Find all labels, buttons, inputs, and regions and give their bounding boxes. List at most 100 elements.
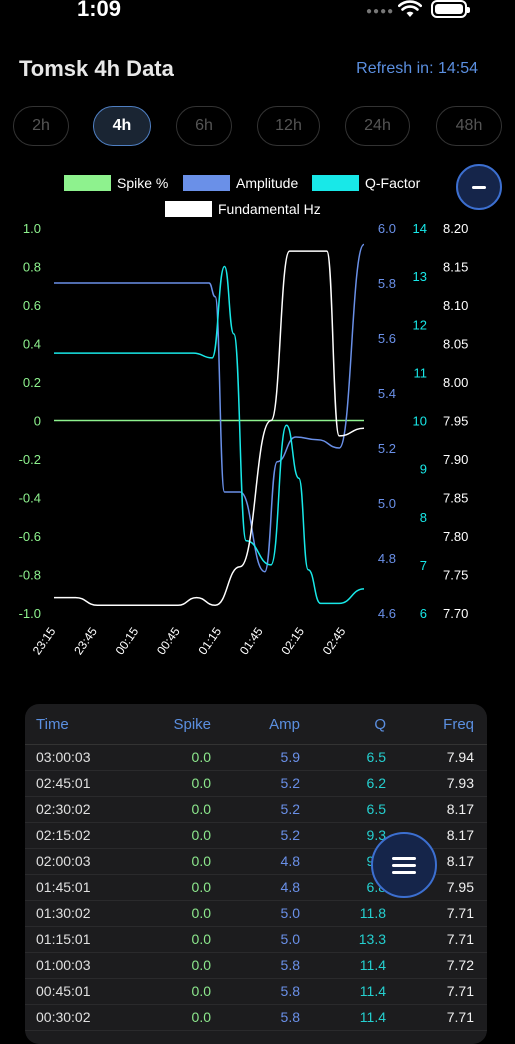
tick-frequency: 7.85 [443, 491, 468, 506]
table-row: 01:00:03 0.0 5.8 11.4 7.72 [25, 952, 487, 979]
table-row: 00:30:02 0.0 5.8 11.4 7.71 [25, 1004, 487, 1031]
table-row: 02:45:01 0.0 5.2 6.2 7.93 [25, 770, 487, 797]
legend: Spike % Amplitude Q-Factor Fundamental H… [64, 175, 421, 217]
cell-freq: 8.17 [446, 853, 474, 869]
x-tick: 00:45 [154, 624, 183, 657]
series-line-qfactor [53, 265, 365, 605]
cell-spike: 0.0 [191, 775, 211, 791]
cell-time: 01:00:03 [36, 957, 91, 973]
tab-6h[interactable]: 6h [176, 106, 232, 146]
menu-button[interactable] [371, 832, 437, 898]
legend-swatch-qfactor [312, 175, 359, 191]
table-row: 01:30:02 0.0 5.0 11.8 7.71 [25, 900, 487, 927]
cell-amp: 5.2 [280, 775, 300, 791]
tick-amplitude: 4.6 [378, 606, 396, 621]
cell-time: 01:45:01 [36, 879, 91, 895]
axis-amplitude: 6.0 5.8 5.6 5.4 5.2 5.0 4.8 4.6 [378, 221, 396, 621]
table-row: 02:15:02 0.0 5.2 9.3 8.17 [25, 822, 487, 849]
tick-amplitude: 5.4 [378, 386, 396, 401]
page-title: Tomsk 4h Data [19, 56, 174, 81]
battery-icon [431, 0, 470, 18]
cell-amp: 5.2 [280, 827, 300, 843]
tick-frequency: 7.90 [443, 452, 468, 467]
legend-swatch-spike [64, 175, 111, 191]
tick-spike: 1.0 [23, 221, 41, 236]
table-row: 01:45:01 0.0 4.8 6.8 7.95 [25, 874, 487, 901]
x-tick: 01:45 [237, 624, 266, 657]
tick-spike: -1.0 [19, 606, 41, 621]
cell-time: 00:30:02 [36, 1009, 91, 1025]
status-bar: 1:09 ●●●● [0, 0, 515, 24]
tick-spike: -0.8 [19, 568, 41, 583]
cell-q: 6.5 [366, 801, 386, 817]
wifi-icon [398, 0, 422, 17]
cell-time: 02:00:03 [36, 853, 91, 869]
cell-q: 11.4 [359, 1009, 386, 1025]
tick-qfactor: 7 [420, 558, 427, 573]
table-row: 00:45:01 0.0 5.8 11.4 7.71 [25, 978, 487, 1005]
table-row: 03:00:03 0.0 5.9 6.5 7.94 [25, 744, 487, 771]
tick-frequency: 8.20 [443, 221, 468, 236]
tab-24h[interactable]: 24h [345, 106, 410, 146]
cell-freq: 7.95 [446, 879, 474, 895]
cell-freq: 7.93 [446, 775, 474, 791]
tick-qfactor: 11 [414, 365, 428, 380]
table-row: 02:00:030.04.89.98.17 [25, 848, 487, 875]
cell-time: 03:00:03 [36, 749, 91, 765]
data-table: Time Spike Amp Q Freq 03:00:03 0.0 5.9 6.5 7… [25, 704, 487, 1044]
tab-48h[interactable]: 48h [436, 106, 502, 146]
cell-freq: 7.71 [446, 983, 474, 999]
cell-spike: 0.0 [191, 983, 211, 999]
tick-frequency: 7.95 [443, 414, 468, 429]
tick-spike: 0.4 [23, 337, 41, 352]
tick-amplitude: 4.8 [378, 551, 396, 566]
tab-2h[interactable]: 2h [13, 106, 69, 146]
collapse-chart-button[interactable] [456, 164, 502, 210]
legend-label-amplitude: Amplitude [236, 175, 298, 191]
cell-q: 13.3 [358, 931, 386, 947]
series-group [53, 243, 365, 607]
tick-spike: -0.4 [19, 491, 41, 506]
header-freq: Freq [443, 716, 474, 733]
cell-spike: 0.0 [191, 827, 211, 843]
cell-freq: 7.71 [446, 931, 474, 947]
tick-amplitude: 5.8 [378, 276, 396, 291]
tick-frequency: 8.05 [443, 337, 468, 352]
signal-icon: ●●●● [366, 6, 395, 17]
tick-spike: 0 [34, 414, 41, 429]
legend-swatch-frequency [165, 201, 212, 217]
menu-icon [392, 856, 416, 860]
tick-spike: -0.6 [19, 529, 41, 544]
axis-spike: 1.0 0.8 0.6 0.4 0.2 0 -0.2 -0.4 -0.6 -0.8 -1.0 [19, 221, 41, 621]
cell-spike: 0.0 [191, 931, 211, 947]
refresh-countdown: Refresh in: 14:54 [356, 60, 478, 77]
status-time: 1:09 [77, 0, 122, 21]
tick-qfactor: 14 [413, 221, 427, 236]
cell-freq: 7.71 [446, 1009, 474, 1025]
axis-frequency: 8.20 8.15 8.10 8.05 8.00 7.95 7.90 7.85 7.80 7.75… [443, 221, 468, 621]
cell-amp: 5.0 [280, 905, 300, 921]
cell-q: 11.4 [359, 957, 386, 973]
cell-spike: 0.0 [191, 1009, 211, 1025]
cell-amp: 4.8 [280, 879, 300, 895]
tick-qfactor: 6 [420, 606, 427, 621]
cell-q: 11.8 [359, 905, 386, 921]
tick-frequency: 8.10 [443, 298, 468, 313]
cell-spike: 0.0 [191, 801, 211, 817]
x-tick: 23:45 [71, 624, 100, 657]
legend-label-spike: Spike % [117, 175, 168, 191]
series-line-frequency [54, 250, 365, 607]
header-amp: Amp [269, 716, 300, 733]
tick-spike: 0.6 [23, 298, 41, 313]
header: Tomsk 4h Data Refresh in: 14:54 [0, 52, 515, 88]
cell-amp: 5.8 [280, 1009, 300, 1025]
tick-qfactor: 9 [420, 462, 427, 477]
tick-amplitude: 5.6 [378, 331, 396, 346]
tab-4h[interactable]: 4h [93, 106, 151, 146]
tick-qfactor: 8 [420, 510, 427, 525]
cell-time: 02:30:02 [36, 801, 91, 817]
tab-12h[interactable]: 12h [257, 106, 320, 146]
cell-time: 01:30:02 [36, 905, 91, 921]
legend-swatch-amplitude [183, 175, 230, 191]
cell-freq: 8.17 [446, 801, 474, 817]
